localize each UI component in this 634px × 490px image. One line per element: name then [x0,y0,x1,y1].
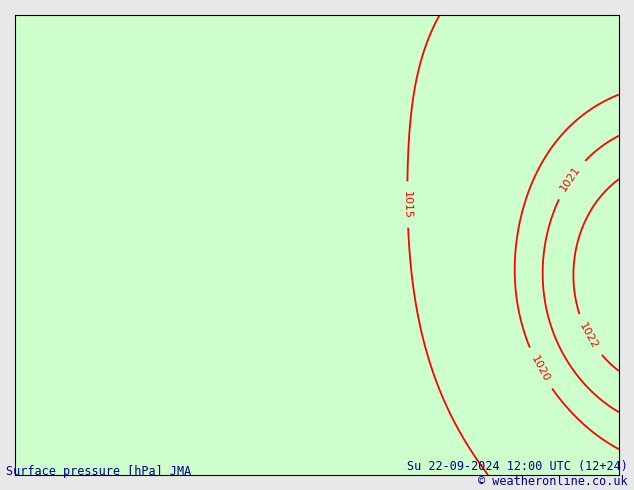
Text: 1022: 1022 [578,321,600,350]
Text: 1020: 1020 [529,354,551,383]
Text: 1021: 1021 [559,165,583,194]
Text: Surface pressure [hPa] JMA: Surface pressure [hPa] JMA [6,466,191,478]
Text: © weatheronline.co.uk: © weatheronline.co.uk [478,475,628,488]
Text: 1015: 1015 [402,191,413,219]
Text: Su 22-09-2024 12:00 UTC (12+24): Su 22-09-2024 12:00 UTC (12+24) [407,461,628,473]
